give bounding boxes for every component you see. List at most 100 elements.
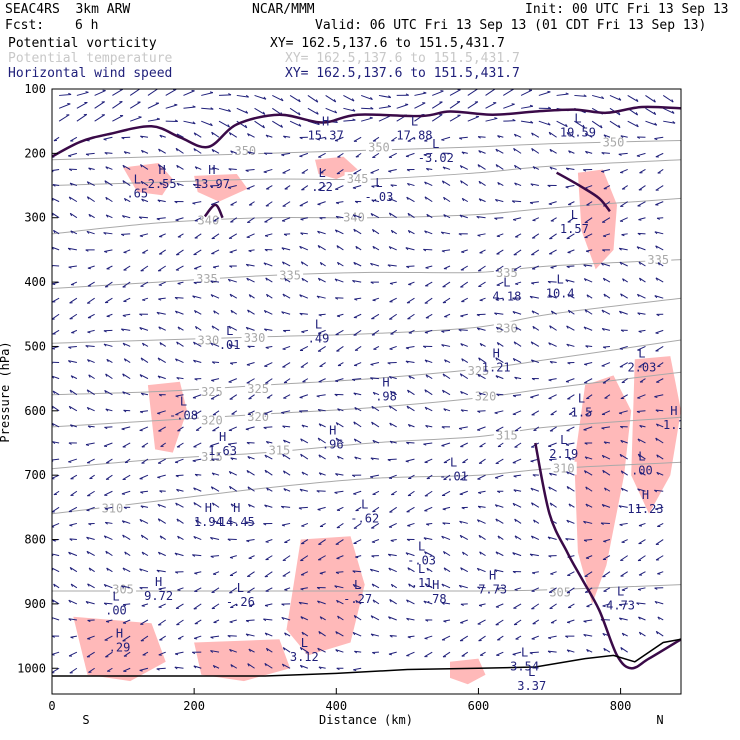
wind-vector bbox=[86, 550, 95, 557]
wind-vector-head bbox=[317, 600, 320, 604]
wind-vector bbox=[147, 102, 159, 109]
wind-vector bbox=[87, 281, 95, 287]
wind-vector-head bbox=[105, 166, 109, 170]
wind-vector-head bbox=[601, 455, 605, 459]
y-tick-label: 100 bbox=[24, 82, 46, 96]
wind-vector bbox=[425, 281, 433, 287]
high-marker: H bbox=[670, 404, 677, 418]
wind-vector bbox=[424, 551, 433, 557]
wind-vector-head bbox=[387, 362, 391, 365]
wind-vector bbox=[637, 453, 646, 460]
wind-vector bbox=[443, 196, 451, 203]
wind-vector bbox=[176, 164, 184, 170]
wind-vector bbox=[414, 102, 426, 109]
wind-vector-head bbox=[228, 325, 231, 329]
wind-vector bbox=[529, 651, 539, 654]
wind-vector bbox=[371, 329, 380, 336]
wind-vector bbox=[603, 134, 611, 138]
wind-vector bbox=[565, 442, 575, 446]
wind-vector bbox=[157, 503, 166, 508]
wind-vector bbox=[106, 567, 113, 573]
extrema-label-layer: H2.55H13.97H1.63H1.94H14.45H9.72H.29H.96… bbox=[105, 111, 681, 693]
wind-vector bbox=[336, 506, 344, 511]
wind-vector bbox=[69, 667, 78, 674]
wind-vector bbox=[639, 378, 646, 383]
wind-vector bbox=[105, 166, 113, 170]
wind-vector-head bbox=[512, 552, 516, 556]
theta-label-bg bbox=[493, 266, 520, 280]
wind-vector bbox=[336, 313, 344, 317]
wind-vector bbox=[210, 555, 220, 557]
wind-vector-head bbox=[548, 379, 552, 382]
wind-vector bbox=[147, 89, 159, 96]
wind-vector bbox=[266, 487, 273, 492]
wind-vector bbox=[52, 567, 60, 573]
wind-vector-head bbox=[68, 551, 71, 555]
wind-vector-head bbox=[442, 508, 446, 511]
wind-vector bbox=[123, 297, 131, 302]
wind-vector bbox=[407, 635, 415, 638]
wind-vector bbox=[424, 406, 433, 412]
wind-vector-head bbox=[547, 281, 551, 284]
wind-vector bbox=[361, 117, 373, 122]
wind-vector bbox=[318, 423, 326, 428]
high-marker: H bbox=[208, 163, 215, 177]
field-name-pv: Potential vorticity bbox=[8, 36, 157, 51]
theta-contour-label: 325 bbox=[201, 385, 223, 399]
wind-vector-head bbox=[495, 199, 498, 202]
wind-vector bbox=[121, 233, 131, 235]
wind-vector-head bbox=[639, 277, 642, 281]
wind-vector-head bbox=[174, 201, 178, 204]
wind-vector bbox=[334, 136, 344, 142]
wind-vector bbox=[298, 601, 308, 605]
wind-vector bbox=[583, 264, 593, 267]
wind-vector bbox=[246, 263, 255, 267]
wind-vector-head bbox=[299, 647, 303, 651]
low-marker: L bbox=[361, 498, 368, 512]
wind-vector-head bbox=[156, 569, 160, 573]
wind-vector bbox=[325, 95, 336, 103]
wind-vector bbox=[157, 199, 166, 203]
wind-vector bbox=[245, 168, 255, 171]
wind-vector bbox=[140, 635, 149, 642]
wind-vector bbox=[68, 345, 77, 348]
low-value: -.03 bbox=[364, 190, 393, 204]
pv-contour-line bbox=[52, 105, 681, 158]
wind-vector bbox=[195, 519, 202, 524]
wind-vector-head bbox=[334, 585, 338, 589]
wind-vector-head bbox=[317, 277, 321, 281]
wind-vector-head bbox=[176, 489, 180, 492]
wind-vector-head bbox=[263, 152, 268, 156]
wind-vector-head bbox=[355, 246, 358, 250]
wind-vector bbox=[139, 327, 149, 331]
wind-vector-head bbox=[478, 357, 481, 361]
wind-vector-head bbox=[316, 295, 320, 299]
wind-vector bbox=[567, 217, 575, 223]
wind-vector bbox=[355, 245, 362, 251]
wind-vector-head bbox=[512, 395, 516, 398]
low-marker: L bbox=[354, 578, 361, 592]
wind-vector bbox=[123, 667, 131, 672]
wind-vector-head bbox=[193, 282, 197, 285]
wind-vector bbox=[352, 584, 362, 589]
wind-vector-head bbox=[405, 347, 409, 350]
wind-vector bbox=[319, 472, 326, 476]
wind-vector-head bbox=[353, 438, 357, 442]
wind-vector-head bbox=[123, 506, 127, 510]
wind-vector bbox=[533, 519, 540, 524]
wind-vector-head bbox=[87, 583, 90, 587]
wind-vector-head bbox=[70, 375, 74, 379]
wind-vector bbox=[495, 164, 504, 170]
wind-vector-head bbox=[337, 408, 340, 412]
wind-vector-head bbox=[104, 521, 108, 525]
wind-vector bbox=[388, 567, 397, 573]
wind-vector-head bbox=[495, 477, 499, 479]
wind-vector bbox=[177, 326, 184, 331]
wind-vector-head bbox=[370, 262, 373, 266]
wind-vector-head bbox=[601, 96, 605, 99]
wind-vector bbox=[177, 426, 184, 432]
wind-vector bbox=[459, 136, 468, 139]
wind-vector bbox=[212, 361, 220, 364]
wind-vector bbox=[353, 228, 362, 235]
wind-vector-head bbox=[477, 164, 480, 168]
